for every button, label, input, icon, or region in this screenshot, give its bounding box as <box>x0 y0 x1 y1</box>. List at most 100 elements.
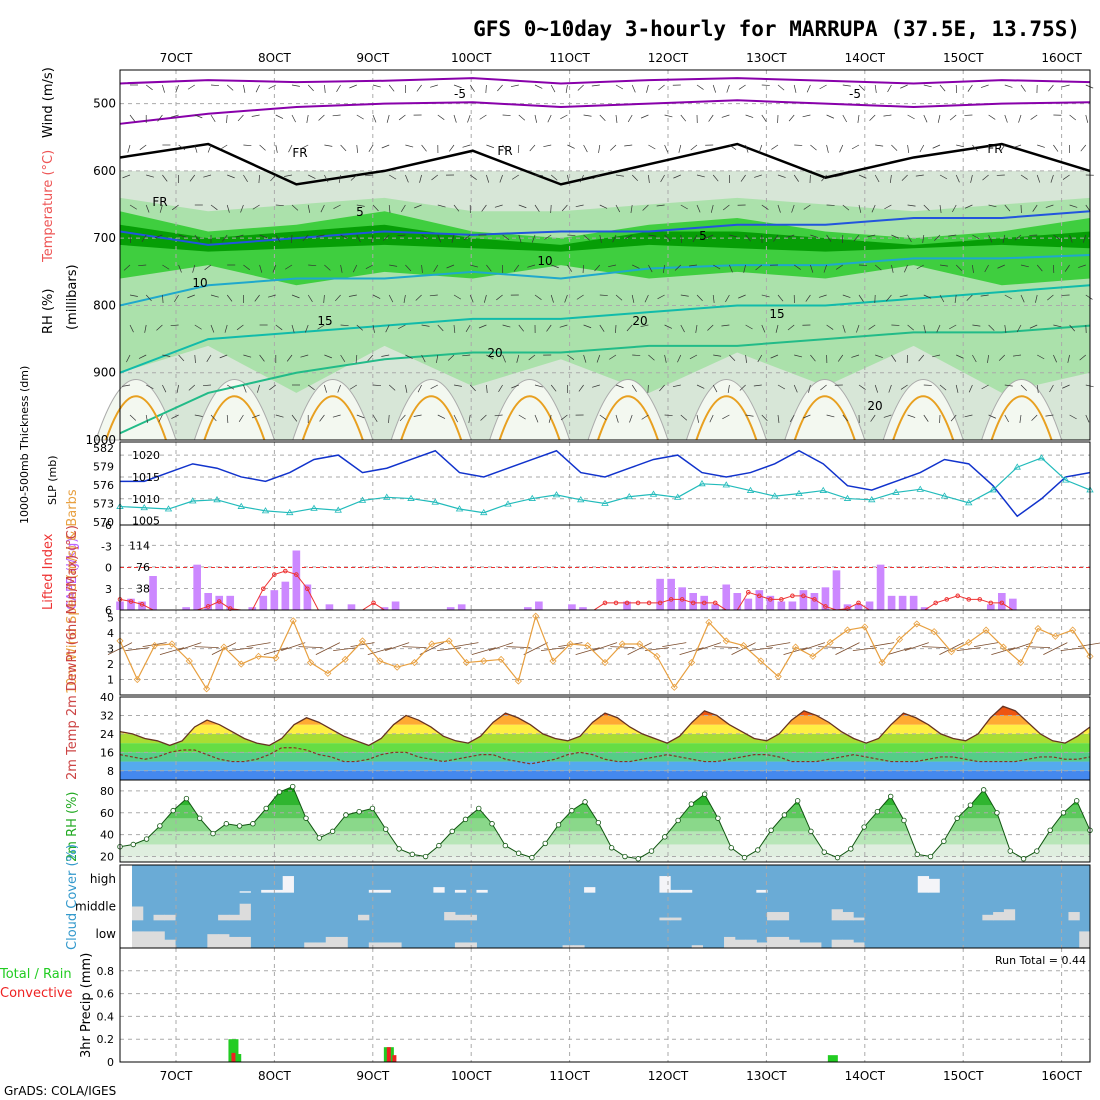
wind-barb <box>673 174 681 179</box>
wind-barb <box>269 384 277 391</box>
wind-barb <box>178 354 185 362</box>
wind-speed-marker <box>930 628 938 636</box>
wind-barb <box>713 264 721 270</box>
wind-barb <box>648 174 650 183</box>
cloud-high-cell <box>282 876 294 893</box>
wind-barb-10m <box>1043 642 1068 655</box>
wind-barb <box>291 204 299 211</box>
li-marker <box>690 600 696 606</box>
wind-barb <box>842 324 846 333</box>
rh-marker <box>768 827 774 833</box>
wind-barb <box>405 264 412 272</box>
cloud-middle-cell <box>132 906 144 921</box>
contour-label: FR <box>987 142 1002 156</box>
wind-barb <box>680 294 689 297</box>
top-date-axis: 7OCT 8OCT 9OCT 10OCT 11OCT 12OCT 13OCT 14OCT 15O… <box>160 51 1083 65</box>
ylabel-millibars: (millibars) <box>65 264 80 330</box>
wind-barb <box>582 264 584 274</box>
wind-barb <box>1082 234 1087 243</box>
cape-bar <box>788 601 797 610</box>
wind-barb <box>462 144 471 148</box>
precip-convective-bar <box>392 1055 397 1062</box>
wind-barb <box>955 174 960 183</box>
wind-barb <box>371 234 374 243</box>
wind-speed-marker <box>185 657 193 665</box>
thickness-marker <box>407 494 415 501</box>
wind-barb <box>810 144 817 151</box>
wind-barb-10m <box>229 647 254 652</box>
wind-barb-10m <box>592 642 618 652</box>
wind-barb <box>899 294 908 298</box>
wind-barb <box>340 234 348 239</box>
cloud-middle-cell <box>465 914 477 921</box>
wind-speed-marker <box>601 658 609 667</box>
wind-barb <box>468 414 471 423</box>
thickness-marker <box>286 508 294 516</box>
wind-barb <box>583 324 592 329</box>
wind-barb <box>227 384 235 390</box>
wind-barb <box>187 84 195 90</box>
wind-barb <box>1053 234 1061 240</box>
wind-barb <box>275 204 284 207</box>
wind-barb <box>226 414 229 424</box>
wind-barb <box>389 174 397 180</box>
cape-bar <box>127 598 135 610</box>
li-marker <box>977 597 983 602</box>
surface-dry-tongue <box>95 379 177 441</box>
wind-barb <box>171 414 179 419</box>
cloud-high-cell <box>368 889 381 893</box>
cape-bar <box>568 604 576 610</box>
wind-barb <box>1064 264 1070 272</box>
rh-marker <box>183 795 190 802</box>
wind-speed-marker <box>358 637 367 645</box>
wind-barb <box>453 414 458 423</box>
cape-bar <box>391 601 400 610</box>
thickness-marker <box>237 502 245 509</box>
wind-speed-marker <box>826 638 834 647</box>
wind-barb <box>238 414 244 422</box>
cape-bar <box>535 601 543 610</box>
wind-speed-marker <box>584 641 592 650</box>
ylabel-precip-conv: Convective <box>0 986 73 1001</box>
wind-barb <box>867 234 876 238</box>
wind-barb <box>270 174 277 182</box>
wind-barb <box>437 204 446 208</box>
panel-frame <box>119 947 1091 1063</box>
wind-barb <box>178 234 187 238</box>
wind-barb <box>755 264 763 271</box>
wind-speed-marker <box>636 640 644 648</box>
wind-barb <box>405 384 408 393</box>
wind-barb <box>885 294 892 302</box>
wind-barb <box>631 84 636 93</box>
rh-marker <box>356 809 362 815</box>
slp-line <box>120 449 1091 518</box>
wind-barb <box>777 294 784 302</box>
wind-barb <box>1032 204 1038 212</box>
cloud-high-cell <box>433 887 445 893</box>
wind-barb <box>826 144 829 153</box>
cloud-high-cell <box>670 889 682 893</box>
wind-barb <box>268 294 276 298</box>
wind-barb <box>162 84 165 93</box>
wind-barb <box>705 234 714 239</box>
wind-speed-marker <box>376 657 384 665</box>
contour-label: -5 <box>849 87 861 101</box>
wind-barb-10m <box>194 646 219 649</box>
rh-marker <box>662 834 668 840</box>
contour-label: 5 <box>699 229 707 243</box>
wind-barb <box>1069 414 1077 420</box>
wind-barb <box>436 354 439 363</box>
cape-bar <box>182 607 190 610</box>
wind-barb <box>939 384 947 391</box>
wind-barb <box>842 294 851 298</box>
wind-barb <box>332 414 341 418</box>
wind-barb <box>307 384 315 391</box>
wind-barb <box>826 234 832 242</box>
wind-barb <box>388 204 391 213</box>
top-date-12OCT: 12OCT <box>648 51 689 65</box>
wind-barb <box>889 174 892 183</box>
wind-speed-marker <box>843 626 852 634</box>
wind-barb-10m <box>540 647 566 652</box>
thickness-marker <box>892 488 900 495</box>
wind-barb <box>1078 264 1086 268</box>
